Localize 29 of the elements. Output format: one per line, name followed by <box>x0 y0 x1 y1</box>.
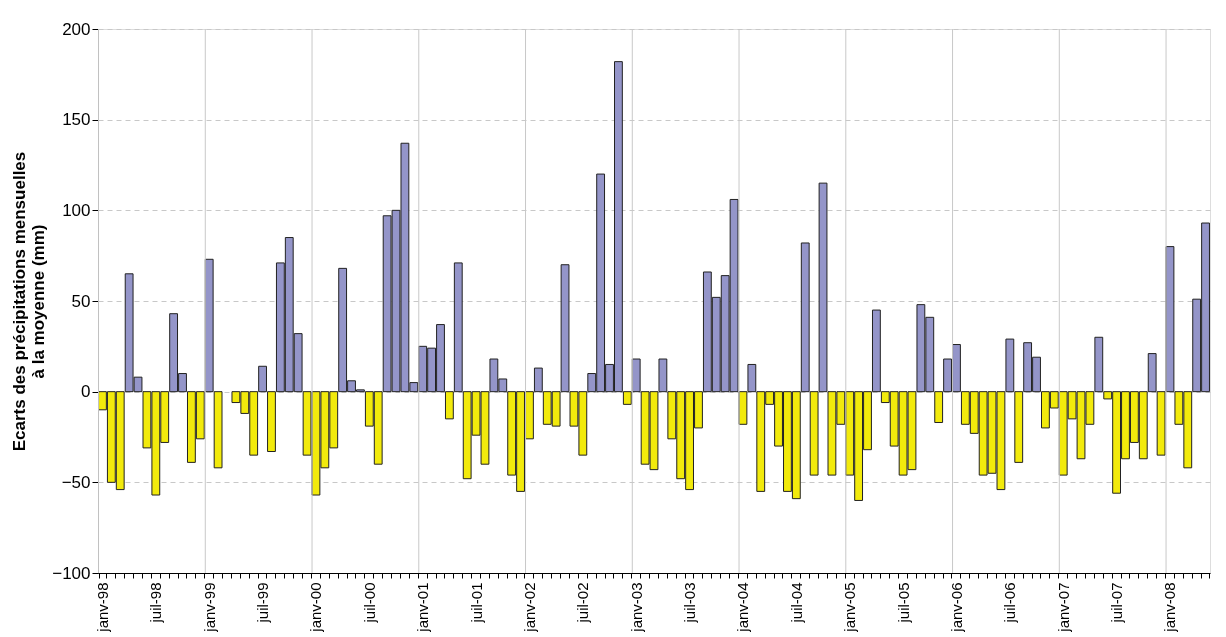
x-tick-label: janv-08 <box>1161 582 1179 633</box>
x-tick-label: juil-04 <box>787 582 805 624</box>
x-tick-label: juil-99 <box>254 582 272 624</box>
x-tick-label: janv-98 <box>93 582 111 633</box>
x-tick-label: juil-05 <box>894 582 912 624</box>
x-tick-label: juil-03 <box>681 582 699 624</box>
x-tick-label: juil-01 <box>467 582 485 624</box>
x-tick-label: janv-05 <box>841 582 859 633</box>
x-tick-label: janv-04 <box>734 582 752 633</box>
x-tick-label: janv-06 <box>947 582 965 633</box>
y-tick-label: 150 <box>62 110 91 130</box>
x-tick-label: juil-07 <box>1108 582 1126 624</box>
y-axis-title: Ecarts des précipitations mensuelles à la moyenne (mm) <box>10 151 49 452</box>
y-tick-label: 50 <box>71 291 91 311</box>
y-tick-label: 200 <box>62 19 91 39</box>
x-tick-label: janv-00 <box>307 582 325 633</box>
x-tick-label: juil-02 <box>574 582 592 624</box>
x-tick-label: janv-99 <box>200 582 218 633</box>
y-tick-label: 100 <box>62 200 91 220</box>
x-tick-label: janv-03 <box>627 582 645 633</box>
x-tick-label: janv-01 <box>414 582 432 633</box>
y-tick-label: 0 <box>81 382 91 402</box>
y-tick-label: −50 <box>61 472 91 492</box>
x-tick-label: juil-00 <box>360 582 378 624</box>
y-tick-label: −100 <box>52 563 91 583</box>
x-tick-label: janv-02 <box>520 582 538 633</box>
x-tick-label: juil-98 <box>147 582 165 624</box>
x-tick-label: janv-07 <box>1054 582 1072 633</box>
x-tick-label: juil-06 <box>1001 582 1019 624</box>
